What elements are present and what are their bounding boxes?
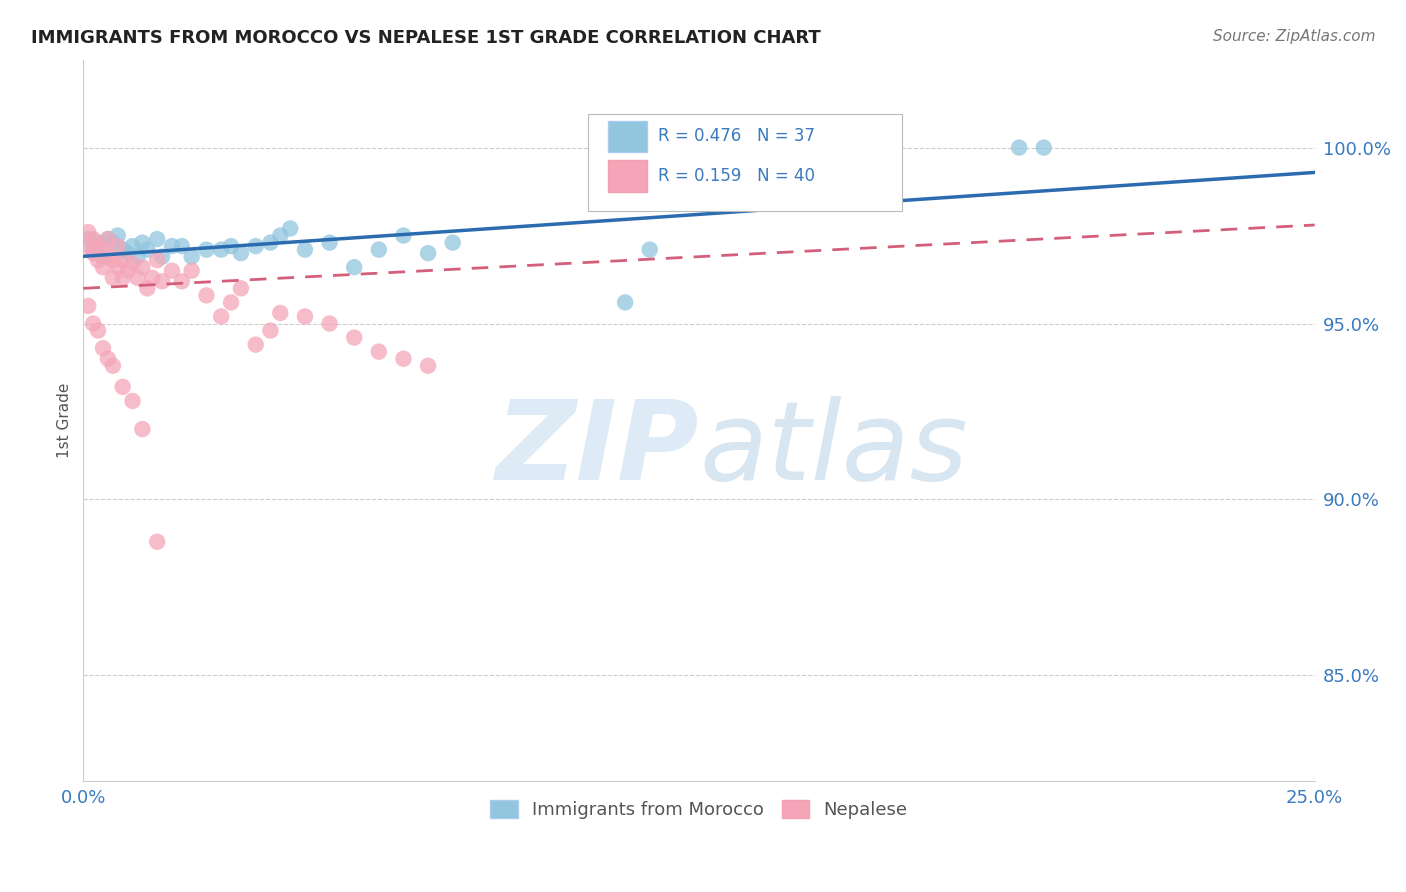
Point xyxy=(127,250,149,264)
Point xyxy=(82,317,104,331)
Point xyxy=(195,288,218,302)
Point xyxy=(150,274,173,288)
Point xyxy=(111,253,134,268)
FancyBboxPatch shape xyxy=(588,113,903,211)
Point xyxy=(111,243,134,257)
Point xyxy=(117,246,139,260)
Point xyxy=(318,317,340,331)
Point xyxy=(259,324,281,338)
Point xyxy=(131,422,153,436)
Point xyxy=(392,228,415,243)
Y-axis label: 1st Grade: 1st Grade xyxy=(58,383,72,458)
Point xyxy=(87,253,110,268)
Point xyxy=(111,380,134,394)
Point xyxy=(136,243,159,257)
Point xyxy=(245,239,267,253)
Point xyxy=(91,260,114,275)
Point xyxy=(170,274,193,288)
Point xyxy=(121,239,143,253)
Point xyxy=(141,270,163,285)
Text: atlas: atlas xyxy=(699,396,967,503)
Text: IMMIGRANTS FROM MOROCCO VS NEPALESE 1ST GRADE CORRELATION CHART: IMMIGRANTS FROM MOROCCO VS NEPALESE 1ST … xyxy=(31,29,821,46)
FancyBboxPatch shape xyxy=(607,120,647,153)
Point xyxy=(101,359,124,373)
Point xyxy=(87,235,110,250)
Point xyxy=(367,243,389,257)
Point xyxy=(638,243,661,257)
FancyBboxPatch shape xyxy=(607,161,647,192)
Point xyxy=(294,310,316,324)
Point xyxy=(111,270,134,285)
Point xyxy=(416,359,439,373)
Point xyxy=(219,239,242,253)
Point xyxy=(77,232,100,246)
Point xyxy=(392,351,415,366)
Point xyxy=(245,337,267,351)
Point xyxy=(180,264,202,278)
Point xyxy=(91,243,114,257)
Point xyxy=(101,235,124,250)
Point xyxy=(107,228,129,243)
Point xyxy=(219,295,242,310)
Point xyxy=(101,270,124,285)
Point xyxy=(97,232,120,246)
Point xyxy=(150,250,173,264)
Point xyxy=(1032,140,1054,154)
Point xyxy=(91,341,114,355)
Point xyxy=(1008,140,1031,154)
Point xyxy=(97,351,120,366)
Point xyxy=(82,232,104,246)
Point xyxy=(107,260,129,275)
Point xyxy=(136,281,159,295)
Legend: Immigrants from Morocco, Nepalese: Immigrants from Morocco, Nepalese xyxy=(484,792,915,826)
Point xyxy=(269,228,291,243)
Point xyxy=(121,393,143,408)
Point xyxy=(131,235,153,250)
Point xyxy=(160,264,183,278)
Point xyxy=(614,295,637,310)
Point xyxy=(209,243,232,257)
Point xyxy=(146,232,169,246)
Point xyxy=(82,243,104,257)
Point xyxy=(343,330,366,344)
Point xyxy=(127,270,149,285)
Point xyxy=(416,246,439,260)
Point xyxy=(107,239,129,253)
Point xyxy=(146,534,169,549)
Point xyxy=(77,225,100,239)
Point xyxy=(180,250,202,264)
Point xyxy=(77,239,100,253)
Point xyxy=(229,281,252,295)
Text: R = 0.476   N = 37: R = 0.476 N = 37 xyxy=(658,128,815,145)
Text: ZIP: ZIP xyxy=(495,396,699,503)
Point xyxy=(229,246,252,260)
Point xyxy=(146,253,169,268)
Point xyxy=(87,239,110,253)
Text: R = 0.159   N = 40: R = 0.159 N = 40 xyxy=(658,167,815,186)
Point xyxy=(160,239,183,253)
Point xyxy=(209,310,232,324)
Point xyxy=(343,260,366,275)
Point xyxy=(87,324,110,338)
Point xyxy=(318,235,340,250)
Point xyxy=(367,344,389,359)
Point xyxy=(269,306,291,320)
Point xyxy=(117,264,139,278)
Point xyxy=(77,299,100,313)
Point xyxy=(170,239,193,253)
Text: Source: ZipAtlas.com: Source: ZipAtlas.com xyxy=(1212,29,1375,44)
Point xyxy=(91,250,114,264)
Point xyxy=(131,260,153,275)
Point xyxy=(195,243,218,257)
Point xyxy=(82,246,104,260)
Point xyxy=(97,232,120,246)
Point xyxy=(278,221,301,235)
Point xyxy=(97,250,120,264)
Point xyxy=(259,235,281,250)
Point xyxy=(101,253,124,268)
Point xyxy=(441,235,464,250)
Point xyxy=(294,243,316,257)
Point xyxy=(121,257,143,271)
